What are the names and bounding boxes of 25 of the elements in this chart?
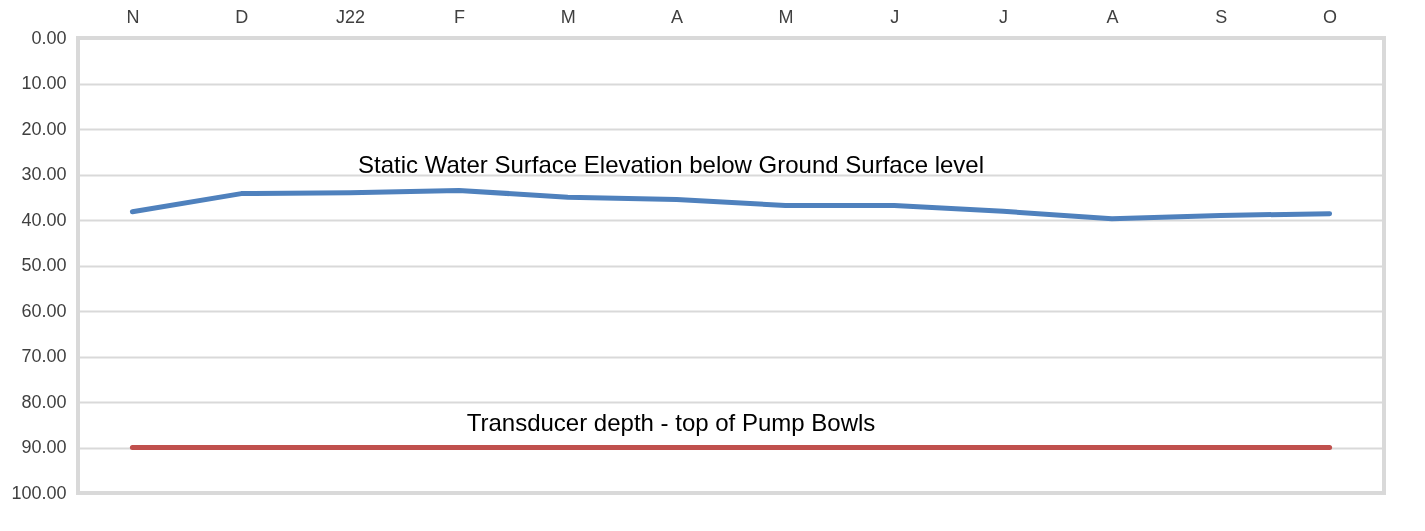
x-tick-label: S (1215, 6, 1228, 27)
x-tick-label: D (235, 6, 249, 27)
y-tick-label: 70.00 (21, 346, 67, 366)
y-tick-label: 50.00 (21, 255, 67, 275)
x-tick-label: O (1323, 6, 1338, 27)
y-tick-label: 30.00 (21, 164, 67, 184)
x-tick-label: N (126, 6, 140, 27)
x-tick-label: M (778, 6, 794, 27)
x-tick-label: M (560, 6, 576, 27)
y-tick-label: 100.00 (11, 482, 67, 503)
y-tick-label: 60.00 (21, 300, 67, 321)
y-tick-label: 10.00 (21, 73, 67, 93)
x-tick-label: A (671, 6, 684, 27)
y-tick-label: 0.00 (31, 27, 67, 48)
y-tick-label: 20.00 (21, 118, 67, 139)
y-tick-label: 90.00 (21, 437, 67, 457)
x-tick-label: F (453, 6, 465, 27)
series-label: Static Water Surface Elevation below Ground Surface level (357, 151, 985, 179)
y-tick-label: 80.00 (21, 391, 67, 412)
y-tick-label: 40.00 (21, 209, 67, 230)
x-tick-label: J (890, 6, 900, 27)
series-label: Transducer depth - top of Pump Bowls (466, 408, 876, 436)
x-tick-label: A (1106, 6, 1119, 27)
x-tick-label: J (999, 6, 1009, 27)
x-tick-label: J22 (336, 6, 366, 27)
